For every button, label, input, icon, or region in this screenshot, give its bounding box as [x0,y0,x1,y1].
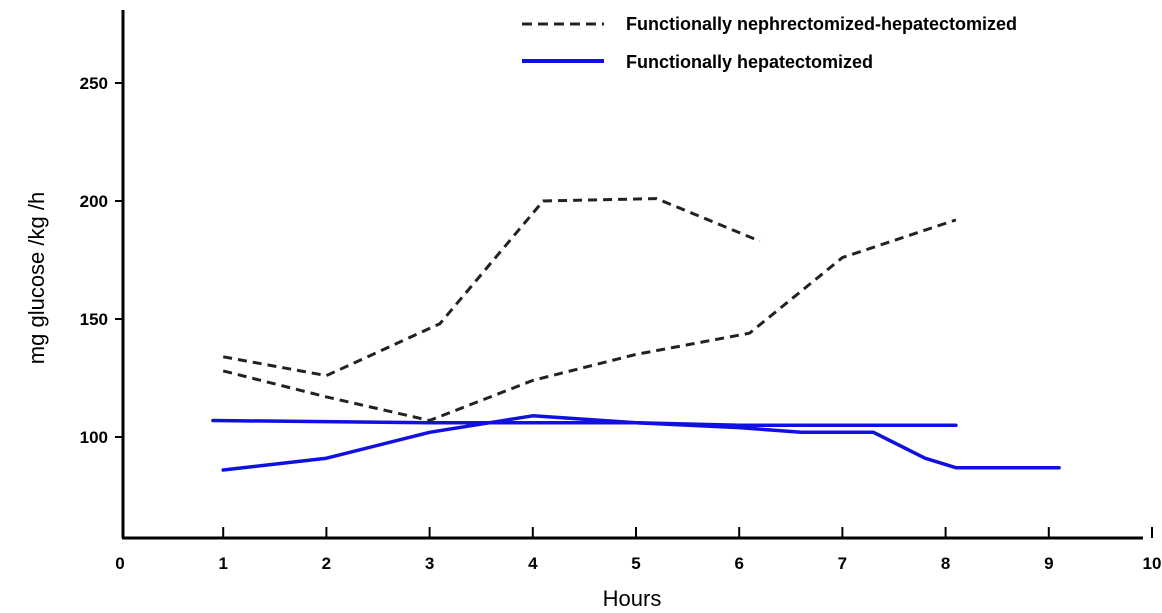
x-tick-label: 7 [838,554,847,573]
x-tick-label: 0 [115,554,124,573]
y-axis-title: mg glucose /kg /h [24,192,49,364]
y-tick-label: 250 [80,74,108,93]
x-tick-label: 5 [631,554,640,573]
y-tick-label: 200 [80,192,108,211]
dashed-series-line-1 [222,197,761,378]
solid-series-line-4 [221,414,1061,472]
x-axis-title: Hours [603,586,662,611]
legend-label-hepatectomized: Functionally hepatectomized [626,52,873,72]
legend-label-nephrectomized-hepatectomized: Functionally nephrectomized-hepatectomiz… [626,14,1017,34]
x-tick-label: 4 [528,554,538,573]
dashed-series-line-2 [222,218,957,422]
x-tick-label: 3 [425,554,434,573]
y-tick-label: 150 [80,310,108,329]
x-tick-label: 2 [322,554,331,573]
x-tick-label: 1 [218,554,227,573]
x-tick-label: 10 [1143,554,1162,573]
x-tick-label: 9 [1044,554,1053,573]
solid-series-line-3 [211,418,958,427]
ticks: 0 1 2 3 4 5 6 7 8 9 10 100 150 200 250 [80,74,1162,573]
x-tick-label: 8 [941,554,950,573]
legend: Functionally nephrectomized-hepatectomiz… [522,14,1017,72]
x-tick-label: 6 [734,554,743,573]
y-tick-label: 100 [80,428,108,447]
series-layer [211,197,1061,472]
axes [121,10,1143,540]
